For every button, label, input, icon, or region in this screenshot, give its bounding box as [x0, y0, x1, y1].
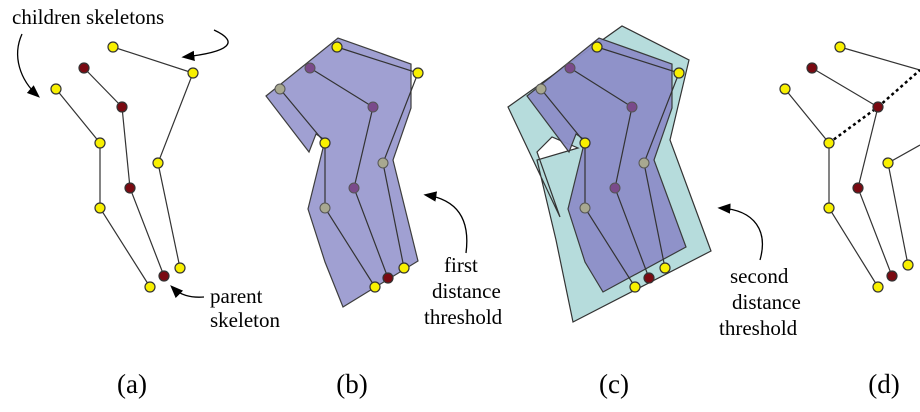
joint [158, 270, 170, 282]
joint [319, 137, 331, 149]
joint [348, 182, 360, 194]
joint [659, 262, 671, 274]
joint [872, 281, 884, 293]
joint [579, 137, 591, 149]
parent-label: parent [210, 284, 263, 308]
joint [564, 62, 576, 74]
joint [823, 137, 835, 149]
skeleton-label: skeleton [210, 308, 280, 332]
child-skeleton-right [839, 46, 920, 71]
joint [319, 202, 331, 214]
joint [872, 101, 884, 113]
arrow-to-second-threshold [717, 203, 764, 261]
joint [50, 83, 62, 95]
joint [116, 101, 128, 113]
threshold-label-2: threshold [719, 316, 798, 340]
joint [187, 67, 199, 79]
joint [806, 62, 818, 74]
panel-d: (d) [779, 41, 920, 399]
joint [834, 41, 846, 53]
joint [107, 41, 119, 53]
arrow-to-first-threshold [423, 191, 468, 254]
joint [152, 157, 164, 169]
panel-c: second distance threshold (c) [507, 25, 801, 399]
child-skeleton-left [55, 88, 151, 288]
joint [643, 272, 655, 284]
joint [124, 182, 136, 194]
joint [591, 41, 603, 53]
joint [144, 281, 156, 293]
first-label: first [444, 253, 478, 277]
joint [823, 202, 835, 214]
joint [412, 67, 424, 79]
second-label: second [730, 264, 789, 288]
panel-label-d: (d) [868, 369, 899, 399]
joint [78, 62, 90, 74]
joint [579, 202, 591, 214]
joint [609, 182, 621, 194]
panel-b: first distance threshold (b) [265, 37, 503, 399]
joint [902, 259, 914, 271]
joint [629, 281, 641, 293]
joint [638, 157, 650, 169]
joint [304, 62, 316, 74]
joint [779, 83, 791, 95]
arrow-to-parent [170, 285, 205, 299]
joint [369, 281, 381, 293]
dotted-link [877, 69, 920, 108]
joint [673, 67, 685, 79]
joint [274, 83, 286, 95]
joint [382, 272, 394, 284]
panel-a: children skeletons parent skeleton (a) [12, 5, 280, 399]
panel-label-b: (b) [336, 369, 367, 399]
joint [174, 262, 186, 274]
joint [852, 182, 864, 194]
dotted-link [828, 105, 879, 145]
joint [377, 157, 389, 169]
children-skeletons-label: children skeletons [12, 5, 164, 29]
parent-skeleton [811, 67, 893, 277]
distance-label-1: distance [432, 279, 501, 303]
joint [886, 270, 898, 282]
child-skeleton-right [112, 46, 194, 269]
joint [626, 101, 638, 113]
threshold-label-1: threshold [424, 305, 503, 329]
panel-label-c: (c) [599, 369, 629, 399]
first-threshold-region-inner [526, 37, 687, 293]
joint [331, 41, 343, 53]
joint [367, 101, 379, 113]
child-skeleton-left [784, 88, 879, 288]
joint [94, 137, 106, 149]
arrow-to-right-child [181, 29, 229, 62]
panel-label-a: (a) [117, 369, 147, 399]
parent-skeleton [83, 67, 165, 277]
arrow-to-left-child [17, 33, 40, 98]
first-threshold-region [265, 37, 419, 308]
joint [535, 83, 547, 95]
joint [398, 262, 410, 274]
joint [94, 202, 106, 214]
joint [882, 157, 894, 169]
distance-label-2: distance [732, 290, 801, 314]
